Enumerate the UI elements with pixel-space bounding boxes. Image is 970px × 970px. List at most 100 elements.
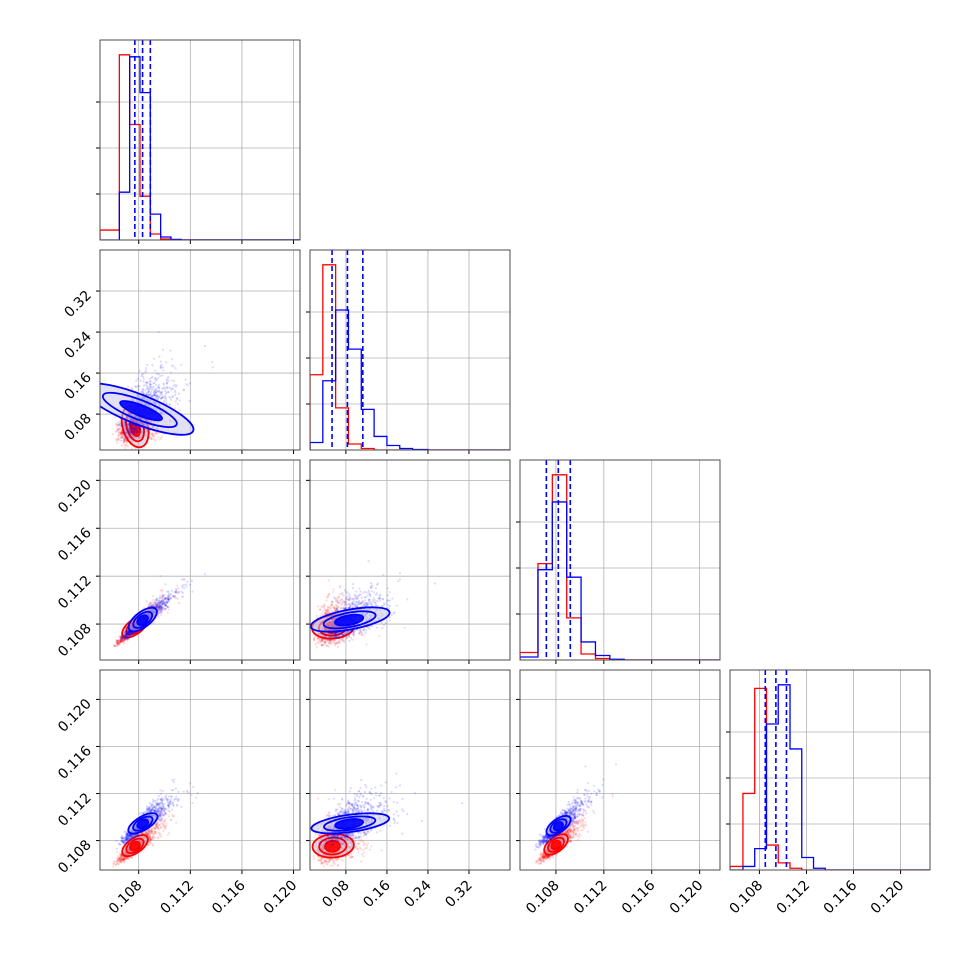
scatter-point-red (157, 607, 160, 610)
scatter-point-blue (149, 383, 152, 386)
scatter-point-blue (165, 402, 168, 405)
scatter-point-blue (162, 387, 165, 390)
scatter-point-blue (151, 388, 154, 391)
scatter-point-blue (131, 635, 134, 638)
scatter-group (310, 559, 436, 649)
scatter-point-blue (133, 435, 136, 438)
scatter-point-blue (185, 583, 188, 586)
scatter-point-red (155, 431, 158, 434)
scatter-point-blue (130, 424, 133, 428)
scatter-point-blue (124, 636, 127, 639)
scatter-point-red (117, 434, 120, 437)
scatter-point-red (117, 643, 120, 646)
scatter-point-red (123, 439, 126, 442)
scatter-point-blue (160, 396, 163, 399)
scatter-point-blue (165, 379, 168, 382)
y-tick-label: 0.32 (61, 288, 94, 321)
scatter-point-blue (160, 607, 163, 610)
scatter-point-blue (186, 580, 189, 583)
scatter-point-red (114, 415, 117, 419)
scatter-point-red (150, 437, 153, 440)
scatter-point-red (114, 644, 117, 648)
scatter-point-blue (161, 374, 164, 377)
scatter-point-red (157, 615, 160, 619)
scatter-point-blue (178, 399, 181, 402)
scatter-point-blue (134, 385, 137, 388)
scatter-point-blue (131, 433, 134, 436)
scatter-point-red (152, 434, 155, 438)
scatter-point-blue (128, 426, 131, 429)
scatter-point-red (122, 437, 125, 440)
scatter-point-blue (131, 427, 134, 430)
scatter-point-blue (127, 427, 130, 430)
scatter-point-blue (131, 430, 134, 433)
scatter-point-blue (132, 433, 135, 436)
scatter-point-blue (172, 379, 176, 383)
scatter-point-blue (211, 360, 214, 364)
scatter-point-blue (147, 390, 150, 393)
scatter-point-blue (159, 360, 162, 363)
histogram-blue (310, 309, 510, 450)
scatter-point-red (119, 638, 122, 641)
scatter-point-blue (133, 427, 136, 431)
scatter-point-red (123, 439, 126, 442)
scatter-point-blue (144, 369, 148, 372)
scatter-point-blue (152, 394, 155, 397)
scatter-point-red (123, 438, 126, 441)
scatter-point-blue (142, 434, 145, 437)
scatter-point-blue (180, 363, 183, 366)
scatter-point-blue (145, 367, 148, 370)
scatter-point-blue (142, 375, 145, 378)
scatter-point-blue (165, 387, 168, 390)
scatter-point-red (314, 643, 317, 646)
scatter-point-blue (160, 599, 163, 603)
scatter-point-blue (121, 636, 124, 639)
scatter-point-blue (172, 365, 175, 368)
scatter-point-blue (125, 436, 129, 439)
scatter-point-red (119, 439, 122, 442)
scatter-point-blue (155, 387, 158, 390)
scatter-point-blue (119, 424, 122, 427)
scatter-point-blue (138, 428, 142, 431)
scatter-point-red (125, 443, 128, 446)
scatter-point-blue (128, 435, 131, 439)
scatter-point-blue (162, 369, 165, 372)
scatter-point-blue (160, 392, 163, 395)
scatter-point-red (119, 637, 122, 641)
scatter-point-red (120, 433, 123, 436)
scatter-point-red (153, 435, 156, 438)
scatter-point-blue (129, 424, 132, 428)
scatter-point-blue (157, 611, 160, 615)
scatter-point-blue (152, 390, 156, 393)
scatter-point-blue (144, 370, 147, 374)
scatter-point-blue (167, 375, 170, 379)
scatter-point-blue (151, 394, 154, 397)
scatter-point-blue (124, 433, 127, 436)
scatter-point-red (122, 434, 125, 437)
scatter-point-red (122, 442, 125, 445)
scatter-point-red (157, 436, 160, 439)
scatter-point-red (153, 601, 156, 605)
scatter-point-red (158, 605, 161, 608)
panel-r1-c1 (306, 249, 511, 454)
scatter-point-red (118, 422, 121, 425)
scatter-point-red (153, 438, 156, 441)
scatter-point-blue (136, 430, 139, 433)
scatter-point-red (118, 642, 121, 645)
scatter-point-blue (130, 437, 133, 440)
scatter-point-blue (124, 420, 127, 424)
scatter-point-blue (129, 430, 132, 433)
scatter-point-blue (151, 386, 154, 389)
scatter-point-blue (166, 377, 169, 380)
scatter-point-blue (133, 428, 136, 431)
scatter-point-blue (176, 397, 179, 400)
scatter-point-blue (161, 593, 164, 597)
scatter-point-blue (140, 374, 143, 378)
scatter-point-blue (185, 585, 188, 588)
scatter-point-red (150, 433, 153, 436)
scatter-point-red (150, 437, 153, 440)
scatter-point-red (122, 440, 125, 443)
scatter-point-blue (128, 423, 131, 426)
scatter-point-red (119, 640, 123, 643)
scatter-point-blue (133, 424, 137, 427)
